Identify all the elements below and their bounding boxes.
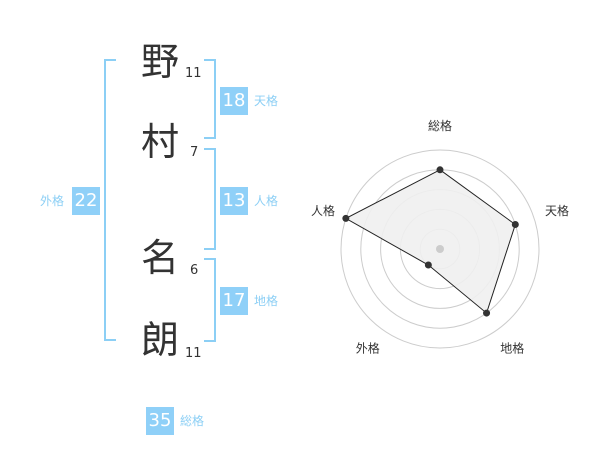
radar-axis-label: 人格: [311, 203, 335, 218]
stroke-count: 11: [185, 346, 202, 361]
jinkaku-value: 13: [220, 187, 248, 215]
chikaku-bracket: [204, 258, 216, 342]
name-char: 村: [140, 120, 179, 164]
stroke-count: 6: [190, 263, 199, 278]
radar-center: [436, 245, 444, 253]
radar-point: [424, 261, 432, 269]
radar-axis-label: 外格: [356, 341, 380, 356]
name-char: 野: [140, 40, 179, 84]
soukaku-label: 総格: [180, 414, 205, 428]
radar-axis-label: 総格: [428, 118, 452, 133]
gaikaku-label: 外格: [40, 194, 65, 208]
tenkaku-value: 18: [220, 87, 248, 115]
stroke-count: 11: [185, 66, 202, 81]
radar-polygon: [344, 169, 516, 314]
tenkaku-bracket: [204, 59, 216, 139]
radar-point: [436, 166, 444, 174]
gaikaku-value: 22: [72, 187, 100, 215]
name-char: 名: [140, 236, 179, 280]
jinkaku-label: 人格: [254, 194, 279, 208]
chikaku-value: 17: [220, 287, 248, 315]
radar-point: [342, 214, 350, 222]
soukaku-value: 35: [146, 407, 174, 435]
radar-axis-label: 天格: [545, 203, 569, 218]
chikaku-label: 地格: [254, 294, 279, 308]
tenkaku-label: 天格: [254, 94, 279, 108]
radar-axis-label: 地格: [500, 341, 524, 356]
radar-point: [511, 221, 519, 229]
stroke-count: 7: [190, 145, 199, 160]
jinkaku-bracket: [204, 148, 216, 250]
radar-point: [483, 309, 491, 317]
gaikaku-bracket: [104, 59, 116, 341]
radar-ring: [340, 149, 540, 349]
name-char: 朗: [140, 318, 179, 362]
